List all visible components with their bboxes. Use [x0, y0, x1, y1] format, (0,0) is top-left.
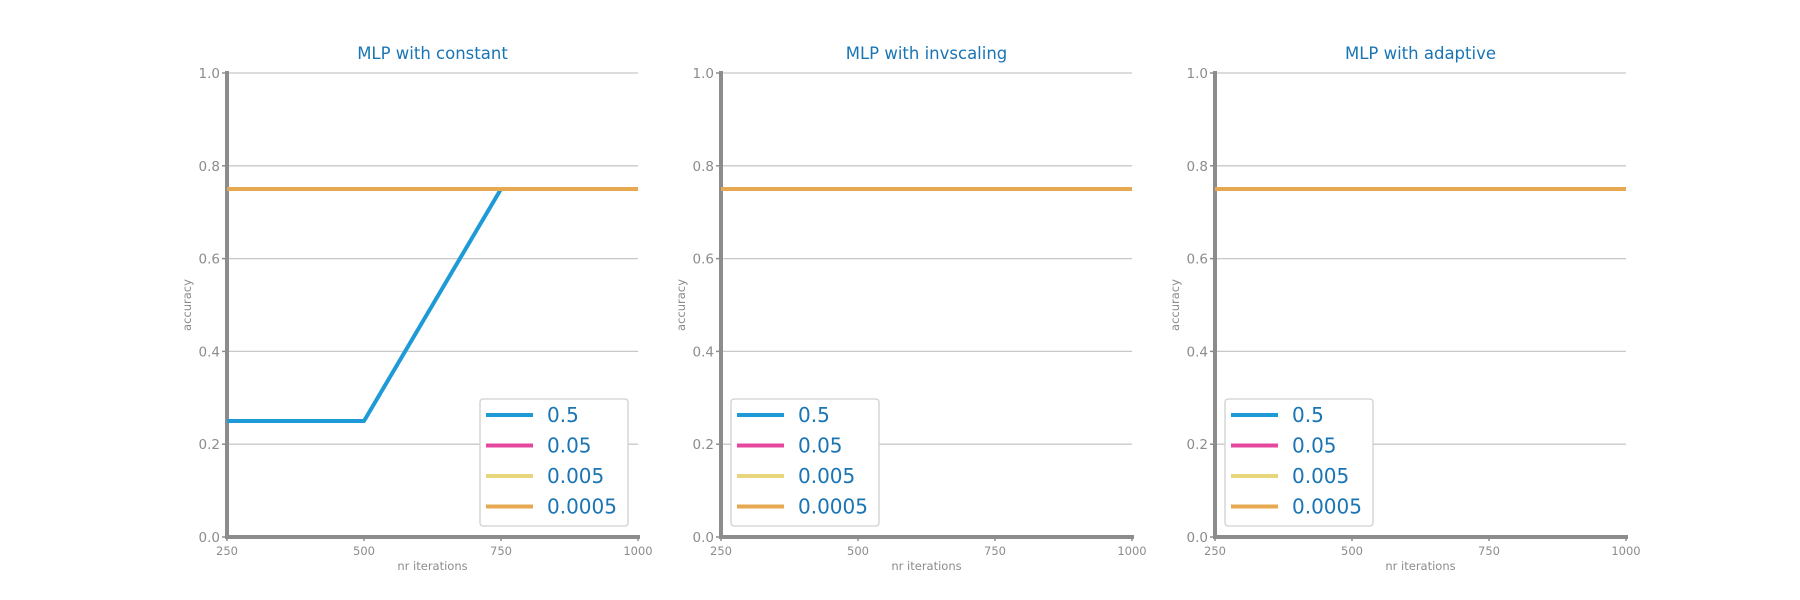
x-tick-label: 500 — [1341, 544, 1363, 558]
y-tick-label: 0.4 — [1187, 344, 1208, 360]
y-tick-label: 0.0 — [693, 530, 714, 546]
chart-panel-3: 0.0 0.2 0.4 0.6 0.8 1.0 250 500 750 1000 nr iterat… — [1168, 44, 1641, 573]
legend-box — [1224, 398, 1374, 527]
legend-label: 0.5 — [798, 403, 830, 427]
x-tick-label: 500 — [847, 544, 869, 558]
y-tick-label: 0.0 — [199, 530, 220, 546]
chart-panel-1: 0.0 0.2 0.4 0.6 0.8 1.0 250 500 750 1000 nr iterat… — [180, 44, 653, 573]
y-tick-label: 1.0 — [1187, 66, 1208, 82]
legend: 0.5 0.05 0.005 0.0005 — [1224, 398, 1374, 527]
x-axis-label: nr iterations — [891, 559, 961, 573]
y-tick-label: 0.6 — [199, 252, 220, 268]
legend-label: 0.0005 — [547, 495, 617, 519]
x-tick-label: 750 — [1478, 544, 1500, 558]
y-tick-label: 0.2 — [1187, 437, 1208, 453]
legend-box — [730, 398, 880, 527]
y-tick-label: 0.8 — [693, 159, 714, 175]
y-tick-label: 0.4 — [693, 344, 714, 360]
y-axis-label: accuracy — [674, 279, 688, 331]
x-tick-label: 250 — [216, 544, 238, 558]
y-tick-label: 1.0 — [199, 66, 220, 82]
legend-label: 0.05 — [1292, 434, 1337, 458]
legend-label: 0.0005 — [798, 495, 868, 519]
x-tick-label: 750 — [490, 544, 512, 558]
legend-label: 0.005 — [798, 464, 855, 488]
y-tick-label: 0.6 — [1187, 252, 1208, 268]
series-line-0.5 — [227, 187, 638, 423]
legend-box — [479, 398, 629, 527]
x-tick-label: 1000 — [1611, 544, 1640, 558]
x-tick-label: 500 — [353, 544, 375, 558]
chart-title: MLP with constant — [357, 44, 508, 63]
x-tick-label: 1000 — [1117, 544, 1146, 558]
legend-label: 0.05 — [547, 434, 592, 458]
legend-label: 0.0005 — [1292, 495, 1362, 519]
x-tick-label: 750 — [984, 544, 1006, 558]
y-axis-label: accuracy — [1168, 279, 1182, 331]
chart-panel-2: 0.0 0.2 0.4 0.6 0.8 1.0 250 500 750 1000 nr iterat… — [674, 44, 1147, 573]
y-tick-label: 0.8 — [1187, 159, 1208, 175]
chart-title: MLP with invscaling — [846, 44, 1008, 63]
y-tick-label: 0.0 — [1187, 530, 1208, 546]
x-axis-label: nr iterations — [1385, 559, 1455, 573]
chart-title: MLP with adaptive — [1345, 44, 1496, 63]
legend-label: 0.5 — [1292, 403, 1324, 427]
legend-label: 0.05 — [798, 434, 843, 458]
y-tick-label: 0.4 — [199, 344, 220, 360]
legend-label: 0.005 — [547, 464, 604, 488]
x-axis-label: nr iterations — [397, 559, 467, 573]
y-axis-label: accuracy — [180, 279, 194, 331]
legend: 0.5 0.05 0.005 0.0005 — [730, 398, 880, 527]
x-tick-label: 250 — [710, 544, 732, 558]
legend-label: 0.005 — [1292, 464, 1349, 488]
x-tick-label: 1000 — [623, 544, 652, 558]
legend-label: 0.5 — [547, 403, 579, 427]
legend: 0.5 0.05 0.005 0.0005 — [479, 398, 629, 527]
x-tick-label: 250 — [1204, 544, 1226, 558]
y-tick-label: 0.2 — [693, 437, 714, 453]
y-tick-label: 0.8 — [199, 159, 220, 175]
y-tick-label: 0.2 — [199, 437, 220, 453]
y-tick-label: 1.0 — [693, 66, 714, 82]
y-tick-label: 0.6 — [693, 252, 714, 268]
